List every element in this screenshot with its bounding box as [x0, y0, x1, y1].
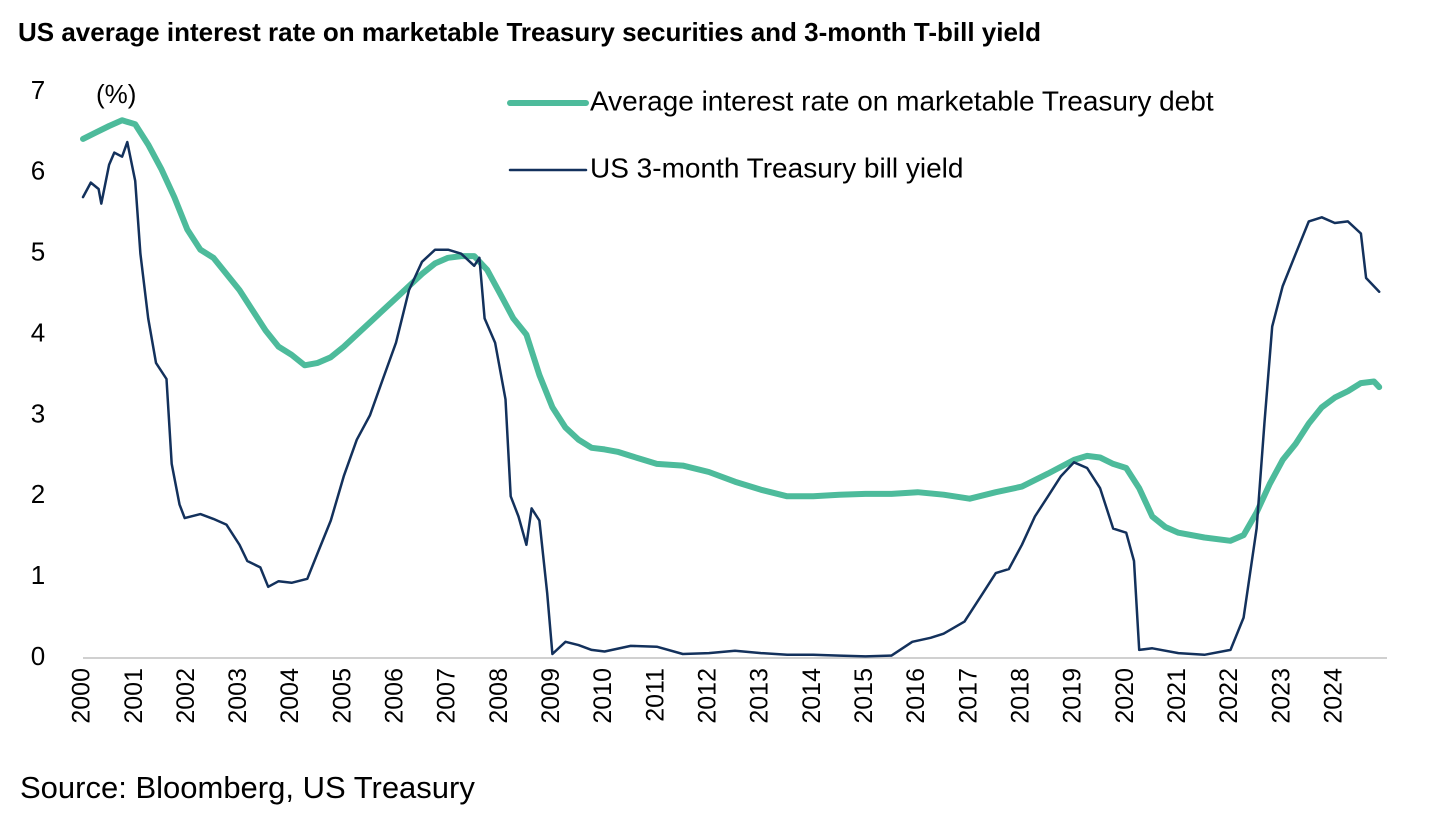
x-tick-label: 2002 — [172, 668, 200, 724]
chart-title: US average interest rate on marketable T… — [18, 17, 1041, 47]
x-tick-label: 2012 — [694, 668, 722, 724]
x-tick-label: 2020 — [1111, 668, 1139, 724]
y-tick-label: 5 — [31, 237, 45, 267]
x-tick-label: 2014 — [798, 668, 826, 724]
legend-label: US 3-month Treasury bill yield — [590, 152, 963, 183]
x-tick-label: 2023 — [1267, 668, 1295, 724]
x-tick-label: 2019 — [1059, 668, 1087, 724]
series-line — [80, 117, 1383, 544]
y-tick-label: 3 — [31, 398, 45, 428]
x-tick-label: 2006 — [381, 668, 409, 724]
x-tick-label: 2000 — [68, 668, 96, 724]
legend-label: Average interest rate on marketable Trea… — [590, 85, 1214, 116]
x-tick-label: 2018 — [1006, 668, 1034, 724]
x-tick-label: 2010 — [589, 668, 617, 724]
x-tick-label: 2007 — [433, 668, 461, 724]
y-tick-label: 4 — [31, 317, 45, 347]
x-tick-label: 2016 — [902, 668, 930, 724]
x-tick-label: 2022 — [1215, 668, 1243, 724]
x-tick-label: 2008 — [485, 668, 513, 724]
y-tick-label: 6 — [31, 156, 45, 186]
y-tick-label: 2 — [31, 479, 45, 509]
y-tick-label: 1 — [31, 560, 45, 590]
x-tick-label: 2013 — [746, 668, 774, 724]
x-tick-label: 2005 — [328, 668, 356, 724]
source: Source: Bloomberg, US Treasury — [20, 770, 475, 805]
x-tick-label: 2009 — [537, 668, 565, 724]
x-tick-label: 2017 — [954, 668, 982, 724]
x-tick-label: 2004 — [276, 668, 304, 724]
x-tick-label: 2024 — [1319, 668, 1347, 724]
y-axis-label: (%) — [96, 79, 136, 109]
x-tick-label: 2015 — [850, 668, 878, 724]
y-tick-label: 0 — [31, 641, 45, 671]
series-line — [81, 140, 1381, 658]
x-tick-label: 2011 — [641, 668, 669, 722]
x-tick-label: 2001 — [120, 668, 148, 724]
x-tick-label: 2021 — [1163, 668, 1191, 724]
x-tick-label: 2003 — [224, 668, 252, 724]
y-tick-label: 7 — [31, 75, 45, 105]
